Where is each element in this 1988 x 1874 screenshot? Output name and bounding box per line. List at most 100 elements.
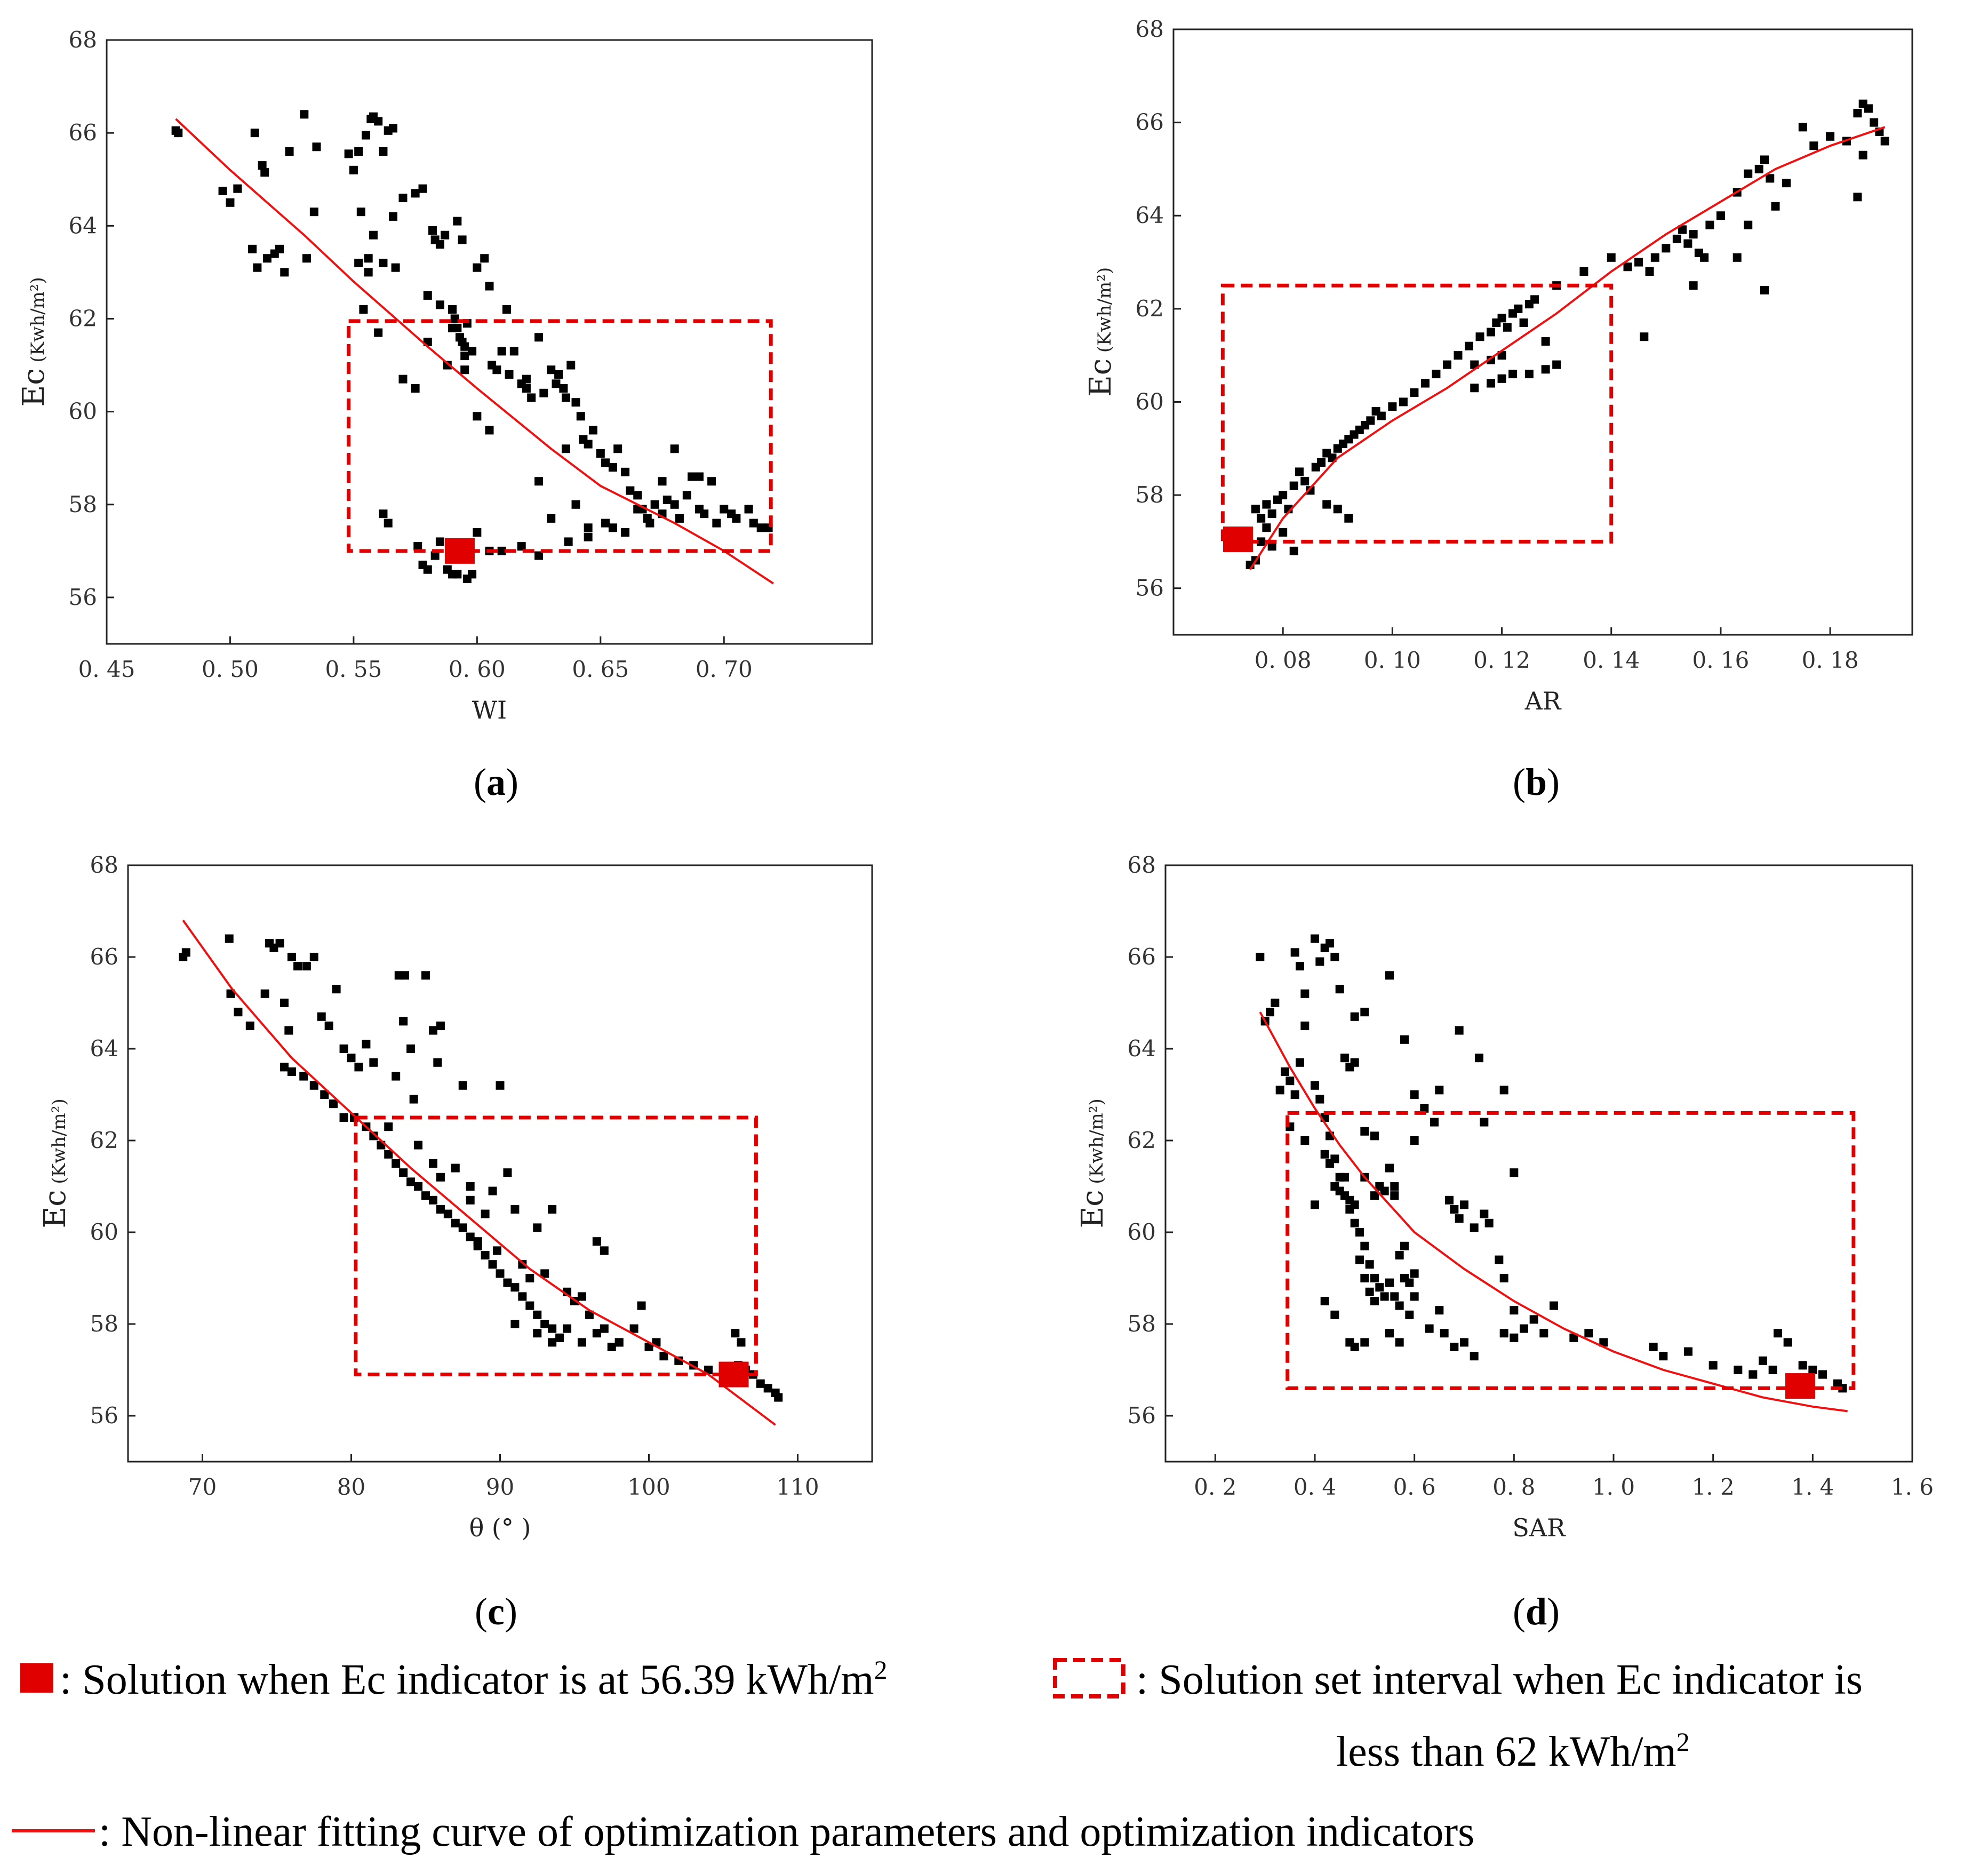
data-point <box>1400 1035 1409 1044</box>
data-point <box>488 1186 497 1195</box>
data-point <box>1365 1287 1374 1296</box>
data-point <box>225 934 234 943</box>
data-point <box>510 1320 520 1328</box>
data-point <box>309 208 318 217</box>
x-tick-label: 70 <box>188 1474 217 1500</box>
y-tick-label: 62 <box>1128 1127 1156 1153</box>
data-point <box>700 509 709 519</box>
data-point <box>406 1044 416 1053</box>
data-point <box>423 291 432 300</box>
data-point <box>1360 1338 1369 1347</box>
data-point <box>1335 1186 1344 1195</box>
data-point <box>670 444 679 453</box>
data-point <box>1340 1173 1349 1182</box>
y-tick-label: 64 <box>1136 202 1164 228</box>
data-point <box>1279 491 1288 500</box>
data-point <box>1410 1090 1419 1099</box>
data-point <box>496 1081 505 1090</box>
legend-solution-sup: 2 <box>874 1655 887 1685</box>
data-point <box>1360 1274 1369 1282</box>
data-point <box>354 147 363 156</box>
legend-interval-label: less than 62 kWh/m <box>1336 1728 1676 1775</box>
data-point <box>435 300 444 309</box>
data-point <box>436 1022 445 1030</box>
data-point <box>1390 1292 1399 1301</box>
data-point <box>433 1058 442 1067</box>
data-point <box>399 1017 408 1026</box>
data-point <box>460 342 469 351</box>
data-point <box>354 1063 363 1072</box>
data-point <box>1705 220 1714 229</box>
data-point <box>1300 1136 1310 1145</box>
data-point <box>344 149 353 158</box>
data-point <box>510 1205 520 1214</box>
data-point <box>548 1324 557 1333</box>
data-point <box>525 1301 534 1310</box>
data-point <box>1599 1338 1608 1347</box>
x-tick-label: 0. 65 <box>572 656 629 682</box>
data-point <box>1864 104 1873 113</box>
plot-frame <box>106 39 873 645</box>
y-axis-label-unit: (Kwh/m²) <box>1094 267 1115 358</box>
data-point <box>1355 1255 1364 1264</box>
caption-b: (b) <box>1513 761 1560 803</box>
data-point <box>280 1063 289 1072</box>
data-point <box>1335 985 1344 994</box>
panel-c: 56 58 60 62 64 66 68 70 80 90 100 110 θ (° ) Ec (Kwh/… <box>38 852 873 1542</box>
data-point <box>576 412 585 421</box>
y-tick-label: 64 <box>69 212 97 238</box>
data-point <box>540 1320 549 1328</box>
data-point <box>1311 1081 1319 1090</box>
plot-frame <box>1172 28 1913 636</box>
data-point <box>1385 1278 1394 1287</box>
solution-interval-box <box>354 1115 758 1377</box>
data-point <box>1326 1159 1334 1168</box>
data-point <box>1744 220 1753 229</box>
solution-marker <box>444 538 475 564</box>
data-point <box>601 519 610 528</box>
data-point <box>458 1223 467 1232</box>
data-point <box>1552 360 1561 369</box>
data-point <box>430 551 440 560</box>
data-point <box>1470 1223 1479 1232</box>
y-tick-label: 60 <box>69 398 97 425</box>
data-point <box>317 1012 326 1021</box>
legend-interval-text-2: less than 62 kWh/m2 <box>1336 1727 1690 1775</box>
data-point <box>423 565 432 574</box>
data-point <box>285 147 294 156</box>
data-point <box>555 1333 564 1342</box>
y-tick-label: 64 <box>1128 1035 1156 1062</box>
data-point <box>548 1205 557 1214</box>
data-point <box>547 514 556 523</box>
data-point <box>547 365 556 374</box>
data-point <box>250 129 259 138</box>
data-point <box>540 1269 549 1278</box>
data-point <box>1782 179 1791 188</box>
data-point <box>436 1173 445 1182</box>
solution-interval-box <box>1286 1111 1856 1390</box>
data-point <box>460 365 469 374</box>
x-tick-label: 1. 2 <box>1692 1474 1735 1500</box>
data-point <box>1809 141 1818 150</box>
legend-interval-text-1: : Solution set interval when Ec indicato… <box>1136 1656 1863 1703</box>
x-tick-label: 0. 4 <box>1294 1474 1336 1500</box>
data-point <box>1370 1191 1379 1200</box>
data-point <box>517 542 526 551</box>
data-point <box>1454 351 1463 360</box>
y-tick-label: 66 <box>90 944 118 970</box>
data-point <box>584 523 593 532</box>
data-point <box>428 226 437 235</box>
data-point <box>418 184 427 193</box>
data-point <box>584 440 593 449</box>
data-point <box>1475 1054 1483 1063</box>
data-point <box>400 971 409 980</box>
data-point <box>1853 109 1862 118</box>
data-point <box>496 1269 505 1278</box>
caption-d: (d) <box>1513 1590 1560 1633</box>
data-point <box>1300 989 1310 998</box>
panels: 56 58 60 62 64 66 68 0. 45 0. 50 0. 55 0. 60 0. 65 0… <box>17 16 1934 1542</box>
data-point <box>1262 500 1271 509</box>
data-point <box>1530 295 1539 304</box>
data-point <box>1818 1370 1827 1379</box>
data-point <box>275 939 284 948</box>
